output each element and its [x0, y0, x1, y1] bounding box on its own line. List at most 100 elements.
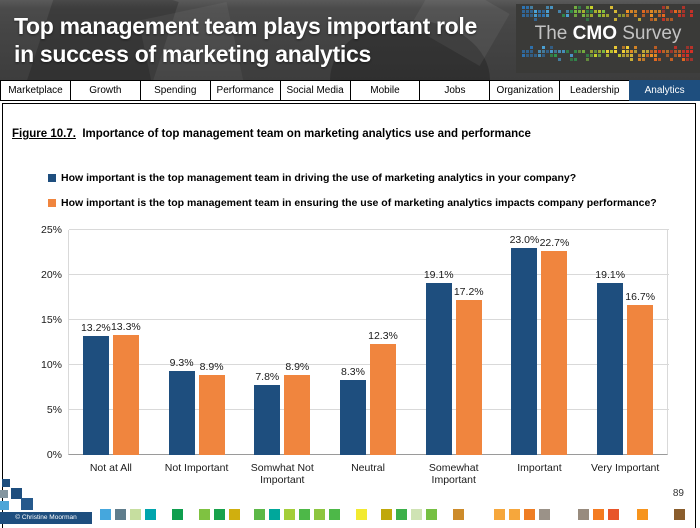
logo-pixel — [618, 54, 621, 57]
bar-value-label: 12.3% — [368, 330, 398, 343]
logo-pixel — [538, 14, 541, 17]
logo-pixel — [646, 10, 649, 13]
logo-pixel — [598, 54, 601, 57]
bar-series0-5 — [511, 248, 538, 455]
gridline — [69, 274, 669, 275]
legend-label: How important is the top management team… — [61, 197, 657, 209]
slide-title-line1: Top management team plays important role — [14, 13, 478, 39]
tab-growth[interactable]: Growth — [69, 80, 141, 101]
logo-pixel — [522, 50, 525, 53]
logo-pixel — [690, 58, 693, 61]
logo-pixel — [614, 10, 617, 13]
bar-group-5: 23.0% 22.7% — [497, 230, 583, 455]
x-tick-label: Not Important — [164, 462, 229, 474]
logo-pixel — [530, 46, 533, 49]
logo-pixel — [538, 54, 541, 57]
logo-pixel — [630, 10, 633, 13]
logo-pixel — [586, 18, 589, 21]
logo-pixel — [658, 50, 661, 53]
logo-pixel — [614, 46, 617, 49]
logo-pixel — [626, 46, 629, 49]
tab-marketplace[interactable]: Marketplace — [0, 80, 71, 101]
logo-pixel — [626, 14, 629, 17]
bar-series1-1 — [198, 374, 225, 455]
strip-square — [453, 509, 464, 520]
logo-pixel — [674, 10, 677, 13]
bar-value-label: 13.3% — [110, 321, 141, 334]
logo-pixel — [670, 50, 673, 53]
logo-pixel — [610, 6, 613, 9]
x-tick-label: Somewhat Important — [428, 462, 479, 486]
logo-pixel — [662, 50, 665, 53]
logo-pixel — [642, 50, 645, 53]
x-axis-labels: Not at All Not Important Somwhat Not Impor… — [68, 462, 668, 486]
bar-value-label: 19.1% — [595, 269, 626, 282]
strip-square — [578, 509, 589, 520]
logo-pixel — [582, 14, 585, 17]
logo-pixel — [686, 54, 689, 57]
tab-mobile[interactable]: Mobile — [349, 80, 421, 101]
bar-value-label: 8.9% — [285, 360, 310, 373]
logo-pixel — [590, 14, 593, 17]
x-tick-label: Not at All — [89, 462, 132, 474]
bar-value-label: 8.9% — [199, 360, 224, 373]
logo-pixel — [530, 50, 533, 53]
logo-pixel — [574, 58, 577, 61]
gridline — [69, 319, 669, 320]
bar-wrap: 22.7% — [540, 237, 569, 455]
gridline — [69, 409, 669, 410]
logo-pixel — [634, 50, 637, 53]
logo-text-cmo: CMO — [572, 23, 617, 44]
tab-leadership[interactable]: Leadership — [559, 80, 631, 101]
logo-pixel — [626, 54, 629, 57]
logo-pixel — [674, 50, 677, 53]
logo-pixel — [678, 14, 681, 17]
bar-wrap: 16.7% — [625, 291, 655, 455]
strip-square — [593, 509, 604, 520]
tab-social-media[interactable]: Social Media — [279, 80, 351, 101]
logo-pixel — [654, 18, 657, 21]
bar-series0-0 — [82, 336, 109, 455]
tab-spending[interactable]: Spending — [139, 80, 211, 101]
logo-pixel — [682, 14, 685, 17]
bar-value-label: 17.2% — [453, 286, 484, 299]
logo-pixel — [690, 50, 693, 53]
logo-pixel — [562, 14, 565, 17]
tab-jobs[interactable]: Jobs — [419, 80, 491, 101]
y-tick-label: 0% — [46, 449, 62, 461]
logo-pixel — [598, 14, 601, 17]
logo-pixel — [670, 58, 673, 61]
bar-series0-4 — [425, 283, 452, 455]
gridline — [69, 364, 669, 365]
logo-pixel — [546, 14, 549, 17]
logo-pixel — [522, 54, 525, 57]
logo-pixel — [586, 58, 589, 61]
stair-square — [11, 488, 22, 499]
logo-pixel — [630, 50, 633, 53]
logo-pixel — [522, 14, 525, 17]
legend-label: How important is the top management team… — [61, 172, 577, 184]
strip-square — [381, 509, 392, 520]
logo-pixel — [554, 54, 557, 57]
logo-pixel — [586, 14, 589, 17]
slide-header: Top management team plays important role… — [0, 0, 700, 80]
tab-organization[interactable]: Organization — [489, 80, 561, 101]
bar-series0-6 — [597, 283, 624, 455]
logo-pixel — [650, 18, 653, 21]
logo-pixel — [582, 50, 585, 53]
logo-pixel — [574, 50, 577, 53]
strip-square — [509, 509, 520, 520]
stair-square — [0, 501, 9, 510]
logo-pixel — [542, 14, 545, 17]
legend-item-0: How important is the top management team… — [48, 172, 657, 184]
logo-pixel — [626, 50, 629, 53]
bar-series1-4 — [455, 300, 482, 455]
logo-pixel — [654, 10, 657, 13]
tab-performance[interactable]: Performance — [209, 80, 281, 101]
logo-pixel — [534, 14, 537, 17]
logo-pixel — [578, 50, 581, 53]
strip-square — [637, 509, 648, 520]
logo-pixel — [570, 58, 573, 61]
logo-pixel — [542, 46, 545, 49]
tab-analytics[interactable]: Analytics — [629, 80, 700, 101]
